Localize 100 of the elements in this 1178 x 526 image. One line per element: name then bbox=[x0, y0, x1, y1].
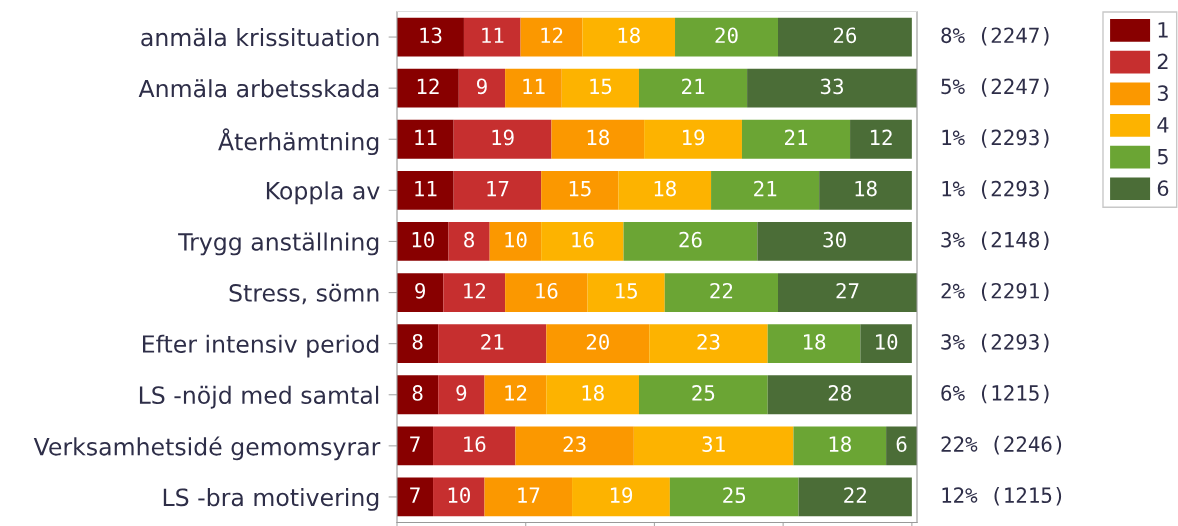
bar bbox=[397, 324, 439, 364]
data-label: 26 bbox=[833, 27, 857, 44]
y-tick-label: Återhämtning bbox=[218, 128, 379, 156]
bar bbox=[747, 68, 917, 108]
data-label: 9 bbox=[456, 385, 467, 401]
bar bbox=[644, 119, 742, 159]
data-label: 21 bbox=[754, 180, 777, 197]
bar bbox=[711, 170, 820, 210]
bar bbox=[397, 222, 449, 261]
data-label: 8 bbox=[412, 385, 423, 401]
bar bbox=[397, 119, 454, 159]
data-label: 7 bbox=[410, 487, 420, 503]
data-label: 9 bbox=[415, 282, 426, 299]
data-label: 8 bbox=[464, 231, 475, 248]
data-label: 16 bbox=[536, 282, 558, 299]
bar bbox=[633, 426, 794, 466]
data-label: 10 bbox=[412, 231, 434, 248]
legend-label: 3 bbox=[1157, 85, 1168, 102]
data-label: 19 bbox=[610, 487, 633, 504]
data-label: 33 bbox=[820, 78, 844, 95]
bar bbox=[397, 426, 434, 466]
y-tick-label: Verksamhetsidé gemomsyrar bbox=[33, 436, 381, 461]
data-label: 16 bbox=[464, 436, 486, 452]
bar bbox=[505, 68, 562, 108]
data-label: 23 bbox=[697, 333, 720, 350]
bar bbox=[484, 375, 547, 415]
bar bbox=[675, 17, 778, 57]
bar bbox=[767, 324, 861, 364]
data-label: 30 bbox=[823, 231, 846, 248]
text: 1% (2293) bbox=[942, 129, 1049, 148]
y-tick-label: LS -bra motivering bbox=[163, 487, 379, 511]
bar bbox=[618, 170, 712, 210]
bar bbox=[489, 222, 542, 261]
data-label: 10 bbox=[448, 487, 470, 504]
bar bbox=[546, 375, 639, 415]
data-label: 27 bbox=[836, 282, 859, 299]
data-label: 12 bbox=[541, 27, 563, 43]
data-label: 22 bbox=[844, 487, 866, 503]
y-tick-label: Efter intensiv period bbox=[143, 334, 379, 358]
data-label: 21 bbox=[481, 333, 504, 350]
bar bbox=[453, 119, 552, 159]
bar bbox=[397, 68, 459, 108]
bar bbox=[798, 477, 912, 517]
data-label: 28 bbox=[828, 385, 851, 401]
bar bbox=[561, 68, 639, 108]
data-label: 25 bbox=[692, 385, 715, 401]
bar bbox=[623, 222, 758, 261]
bar bbox=[397, 17, 464, 57]
y-tick-label: Trygg anställning bbox=[178, 232, 379, 256]
bar bbox=[638, 375, 768, 415]
y-tick-label: Stress, sömn bbox=[229, 283, 379, 305]
bar bbox=[850, 119, 912, 159]
legend-label: 4 bbox=[1157, 117, 1169, 133]
text: 12% (1215) bbox=[942, 486, 1062, 506]
data-label: 10 bbox=[876, 333, 898, 350]
text: 5% (2247) bbox=[941, 78, 1049, 97]
data-label: 18 bbox=[829, 436, 851, 452]
bar bbox=[793, 426, 887, 466]
bar bbox=[541, 170, 619, 210]
bar bbox=[448, 222, 490, 261]
data-label: 18 bbox=[587, 129, 609, 146]
bar bbox=[649, 324, 768, 364]
data-label: 20 bbox=[586, 333, 609, 350]
bar bbox=[433, 477, 485, 517]
text: 6% (1215) bbox=[941, 384, 1049, 404]
bar bbox=[541, 222, 624, 261]
data-label: 11 bbox=[415, 180, 437, 197]
data-label: 19 bbox=[683, 129, 705, 146]
bar bbox=[546, 324, 650, 364]
data-label: 20 bbox=[715, 27, 738, 44]
data-label: 12 bbox=[464, 282, 485, 299]
data-label: 11 bbox=[523, 78, 545, 94]
bar bbox=[397, 273, 444, 312]
bar bbox=[886, 426, 917, 466]
data-label: 11 bbox=[415, 129, 437, 146]
text: 3% (2148) bbox=[941, 231, 1049, 250]
bar bbox=[438, 375, 485, 415]
bar bbox=[664, 273, 778, 312]
y-tick-label: anmäla krissituation bbox=[141, 28, 379, 47]
data-label: 18 bbox=[582, 385, 604, 401]
data-label: 8 bbox=[412, 333, 423, 350]
data-label: 21 bbox=[785, 129, 808, 146]
bar bbox=[443, 273, 506, 312]
text: 3% (2293) bbox=[941, 333, 1049, 353]
data-label: 19 bbox=[492, 129, 514, 146]
bar bbox=[397, 375, 439, 415]
legend-label: 2 bbox=[1157, 53, 1168, 70]
data-label: 12 bbox=[870, 129, 892, 146]
data-label: 22 bbox=[710, 282, 733, 299]
bar bbox=[860, 324, 912, 364]
data-label: 12 bbox=[417, 78, 439, 94]
data-label: 18 bbox=[618, 27, 640, 44]
bar bbox=[397, 477, 434, 517]
bar bbox=[433, 426, 516, 466]
bar bbox=[819, 170, 912, 210]
data-label: 18 bbox=[855, 180, 877, 197]
data-label: 16 bbox=[572, 231, 594, 248]
data-label: 18 bbox=[803, 333, 826, 350]
legend-label: 6 bbox=[1157, 180, 1169, 197]
data-label: 10 bbox=[505, 231, 527, 248]
